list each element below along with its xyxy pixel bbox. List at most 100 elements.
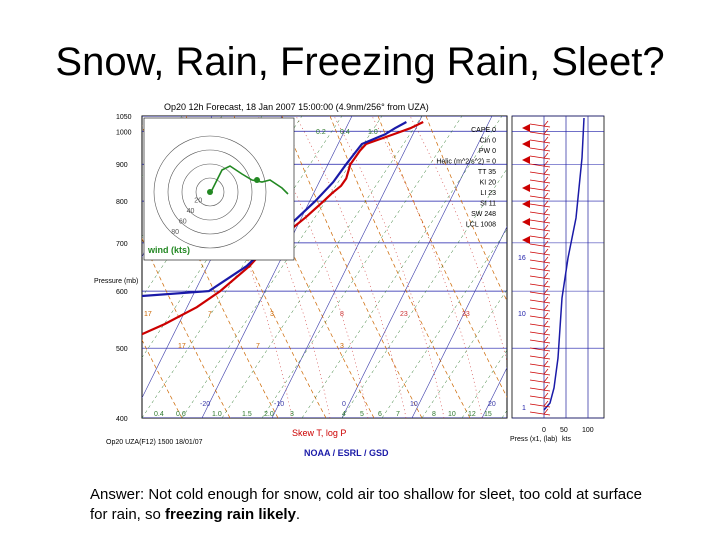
wind-barb <box>529 219 551 224</box>
mixing-ratio-label: 0.6 <box>176 411 186 418</box>
height-label-2: 10 <box>518 311 526 318</box>
dry-adiabat-line <box>425 116 507 302</box>
wind-flag <box>522 218 530 226</box>
wind-barb <box>529 139 551 144</box>
moist-adiabat-line <box>295 116 407 418</box>
dry-adiabat-label: 17 <box>178 343 186 350</box>
wind-barb <box>529 131 551 136</box>
dry-adiabat-label: 3 <box>270 311 274 318</box>
wind-barb <box>529 283 551 288</box>
mixing-ratio-label: 3 <box>290 411 294 418</box>
wind-barb <box>529 227 551 232</box>
wind-barb-feather <box>543 152 549 159</box>
speed-tick-50: 50 <box>560 427 568 434</box>
hodograph-ring <box>195 177 225 207</box>
wind-barb <box>529 155 551 160</box>
wind-barb-feather <box>543 184 549 191</box>
chart-title: Op20 12h Forecast, 18 Jan 2007 15:00:00 … <box>164 102 429 112</box>
wind-barb <box>529 251 551 256</box>
wind-barb-feather <box>543 272 549 279</box>
wind-barb-feather <box>543 320 549 327</box>
moist-adiabat-line <box>257 116 369 418</box>
wind-flag <box>522 236 530 244</box>
footer-run-info: Op20 UZA(F12) 1500 18/01/07 <box>106 439 203 446</box>
moist-adiabat-label: 23 <box>400 311 408 318</box>
mixing-ratio-label: 7 <box>396 411 400 418</box>
wind-barb <box>529 243 551 248</box>
wind-barb-feather <box>543 376 549 383</box>
wind-barb-feather <box>543 224 549 231</box>
moist-adiabat-label: 8 <box>340 311 344 318</box>
wind-barb-feather <box>543 264 549 271</box>
isotherm-label: 10 <box>410 401 418 408</box>
wind-speed-gridlines <box>512 115 604 419</box>
wind-barb-feather <box>543 136 549 143</box>
wind-barb <box>529 235 551 240</box>
dry-adiabat-line <box>142 339 183 418</box>
wind-barb <box>529 307 551 312</box>
hodograph-ring-label: 40 <box>187 208 195 215</box>
mixing-ratio-line <box>301 116 503 418</box>
stability-index: LI 23 <box>480 190 496 197</box>
mixing-ratio-line <box>381 228 507 418</box>
wind-barb <box>529 203 551 208</box>
footer-credit: NOAA / ESRL / GSD <box>304 448 389 458</box>
speed-unit: kts <box>562 436 571 443</box>
stability-indices: CAPE 0 Cin 0 PW 0 Helic (m^2/s^2) = 0 TT 35 K… <box>436 127 496 229</box>
wind-barb <box>529 411 551 416</box>
pressure-tick-label: 900 <box>116 162 128 169</box>
moist-adiabat-label: 33 <box>462 311 470 318</box>
hodograph-start-marker <box>207 189 213 195</box>
wind-barb-feather <box>543 288 549 295</box>
mixing-ratio-label: 0.4 <box>154 411 164 418</box>
wind-barb-feather <box>543 400 549 407</box>
dry-adiabat-label: 7 <box>208 311 212 318</box>
wind-barbs <box>529 120 551 416</box>
wind-barb <box>529 347 551 352</box>
isotherm-label: 0 <box>342 401 346 408</box>
wind-speed-panel: 16 10 1 0 50 100 kts Press (x1, (lab) <box>510 115 605 443</box>
stability-index: SI 11 <box>480 201 496 208</box>
wind-barb-feather <box>543 312 549 319</box>
answer-emphasis: freezing rain likely <box>165 506 296 523</box>
wind-barb-feather <box>543 296 549 303</box>
hodograph-ring <box>181 163 239 221</box>
stability-index: Helic (m^2/s^2) = 0 <box>436 159 496 166</box>
pressure-tick-label: 500 <box>116 346 128 353</box>
wind-barb <box>529 363 551 368</box>
hodograph-ring-label: 20 <box>194 198 202 205</box>
isotherm-label: 20 <box>488 401 496 408</box>
wind-barb-feather <box>543 392 549 399</box>
wind-barb-feather <box>543 144 549 151</box>
stability-index: LCL 1008 <box>466 222 496 229</box>
mixing-ratio-label: 1.0 <box>212 411 222 418</box>
wind-barb-feather <box>543 248 549 255</box>
mixing-ratio-label: 1.5 <box>242 411 252 418</box>
hodograph-mid-marker <box>254 177 260 183</box>
mixing-ratio-label: 4 <box>342 411 346 418</box>
wind-barb-feather <box>543 120 549 127</box>
mixing-ratio-line <box>461 349 507 418</box>
wind-barb <box>529 339 551 344</box>
hodograph-ring-label: 60 <box>179 219 187 226</box>
mixing-ratio-line <box>142 116 343 418</box>
upper-mixing-label: 1.0 <box>368 129 378 136</box>
mixing-ratio-label: 8 <box>432 411 436 418</box>
slide-title: Snow, Rain, Freezing Rain, Sleet? <box>55 40 665 84</box>
dry-adiabat-label: 3 <box>340 343 344 350</box>
wind-barb <box>529 259 551 264</box>
wind-flag <box>522 156 530 164</box>
pressure-tick-label: 1050 <box>116 114 132 121</box>
wind-barb <box>529 315 551 320</box>
stability-index: SW 248 <box>471 211 496 218</box>
omega-axis-label: Press (x1, (lab) <box>510 436 557 443</box>
wind-barb-feather <box>543 200 549 207</box>
answer-prefix: Answer: Not cold enough for snow, cold a… <box>90 486 642 523</box>
dry-adiabat-line <box>329 116 471 418</box>
wind-barb <box>529 179 551 184</box>
wind-barb <box>529 123 551 128</box>
wind-barb <box>529 331 551 336</box>
mixing-ratio-line <box>421 289 507 418</box>
hodograph-ring <box>153 135 267 249</box>
